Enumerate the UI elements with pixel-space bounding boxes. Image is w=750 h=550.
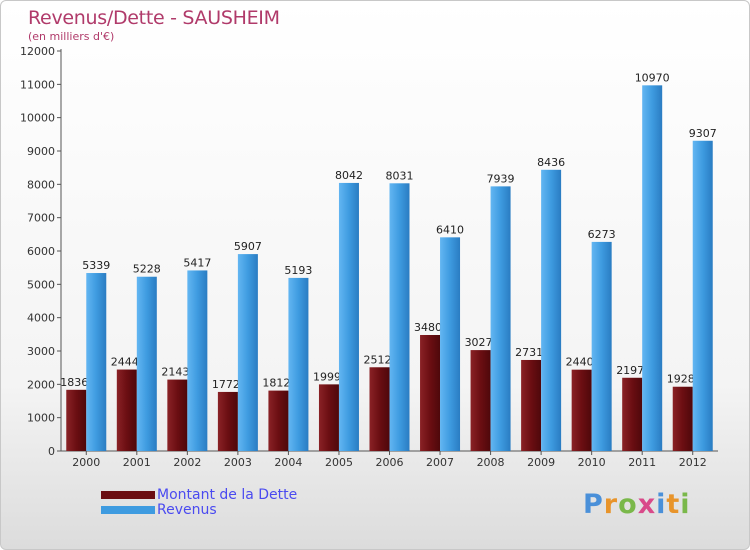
bar-revenus — [440, 237, 461, 451]
bar-dette — [66, 389, 87, 451]
data-label-revenus: 8436 — [537, 156, 565, 169]
y-tick-label: 9000 — [27, 145, 55, 158]
y-tick-label: 3000 — [27, 345, 55, 358]
logo-letter: o — [618, 489, 638, 520]
logo-letter: P — [583, 489, 604, 520]
bar-revenus — [237, 254, 258, 451]
x-tick-label: 2009 — [527, 456, 555, 469]
bar-dette — [268, 390, 289, 451]
x-tick-label: 2007 — [426, 456, 454, 469]
bar-revenus — [692, 140, 713, 451]
data-label-revenus: 8042 — [335, 169, 363, 182]
bar-revenus — [642, 85, 663, 451]
legend-label-dette: Montant de la Dette — [157, 487, 298, 503]
bar-revenus — [389, 183, 410, 452]
data-label-revenus: 5417 — [183, 256, 211, 269]
legend-label-revenus: Revenus — [157, 502, 217, 518]
data-label-dette: 1836 — [60, 376, 88, 389]
data-label-dette: 2512 — [364, 353, 392, 366]
x-tick-label: 2008 — [477, 456, 505, 469]
bar-dette — [318, 384, 339, 451]
data-label-dette: 1928 — [667, 373, 695, 386]
data-label-revenus: 5228 — [133, 263, 161, 276]
x-tick-label: 2000 — [72, 456, 100, 469]
bar-revenus — [136, 276, 157, 451]
bar-revenus — [338, 182, 359, 451]
x-tick-label: 2004 — [274, 456, 302, 469]
bar-dette — [167, 379, 188, 451]
data-label-revenus: 7939 — [487, 172, 515, 185]
x-tick-label: 2012 — [679, 456, 707, 469]
data-label-dette: 1772 — [212, 378, 240, 391]
data-label-revenus: 6410 — [436, 223, 464, 236]
logo-letter: i — [680, 489, 691, 520]
bar-dette — [470, 350, 491, 451]
bar-dette — [521, 359, 542, 451]
chart-subtitle: (en milliers d'€) — [28, 30, 115, 43]
data-label-revenus: 8031 — [386, 169, 414, 182]
bar-dette — [420, 335, 441, 451]
data-label-revenus: 10970 — [635, 71, 670, 84]
y-tick-label: 6000 — [27, 245, 55, 258]
logo-letter: t — [666, 489, 681, 520]
bar-dette — [217, 391, 238, 451]
y-tick-label: 5000 — [27, 278, 55, 291]
data-label-dette: 2197 — [616, 364, 644, 377]
x-tick-label: 2001 — [123, 456, 151, 469]
legend-swatch-revenus — [101, 506, 155, 514]
x-tick-label: 2006 — [376, 456, 404, 469]
x-tick-label: 2011 — [628, 456, 656, 469]
y-tick-label: 0 — [48, 445, 55, 458]
proxiti-logo: Proxiti — [583, 489, 691, 520]
bar-revenus — [591, 241, 612, 451]
y-tick-label: 10000 — [20, 112, 55, 125]
bar-dette — [571, 369, 592, 451]
y-tick-label: 7000 — [27, 212, 55, 225]
x-tick-label: 2010 — [578, 456, 606, 469]
data-label-dette: 1999 — [313, 370, 341, 383]
y-tick-label: 4000 — [27, 312, 55, 325]
data-label-dette: 2731 — [515, 346, 543, 359]
logo-letter: r — [603, 489, 619, 520]
data-label-dette: 3027 — [465, 336, 493, 349]
x-tick-label: 2003 — [224, 456, 252, 469]
logo-letter: x — [637, 489, 657, 520]
x-tick-label: 2005 — [325, 456, 353, 469]
bar-revenus — [187, 270, 208, 451]
data-label-dette: 1812 — [262, 377, 290, 390]
bar-revenus — [288, 277, 309, 451]
bar-dette — [369, 367, 390, 451]
bar-dette — [672, 386, 693, 451]
data-label-dette: 3480 — [414, 321, 442, 334]
bar-revenus — [490, 186, 511, 451]
data-label-revenus: 6273 — [588, 228, 616, 241]
bar-revenus — [86, 273, 107, 451]
data-label-revenus: 5339 — [82, 259, 110, 272]
y-tick-label: 8000 — [27, 178, 55, 191]
chart-title: Revenus/Dette - SAUSHEIM — [28, 7, 280, 29]
data-label-dette: 2143 — [161, 366, 189, 379]
x-tick-label: 2002 — [173, 456, 201, 469]
data-label-revenus: 9307 — [689, 127, 717, 140]
data-label-dette: 2444 — [111, 356, 139, 369]
y-tick-label: 1000 — [27, 412, 55, 425]
y-tick-label: 11000 — [20, 78, 55, 91]
data-label-revenus: 5193 — [284, 264, 312, 277]
bar-dette — [622, 377, 643, 451]
data-label-dette: 2440 — [566, 356, 594, 369]
y-tick-label: 2000 — [27, 378, 55, 391]
bar-dette — [116, 369, 137, 451]
bar-revenus — [541, 169, 562, 452]
legend-swatch-dette — [101, 491, 155, 499]
data-label-revenus: 5907 — [234, 240, 262, 253]
y-tick-label: 12000 — [20, 45, 55, 58]
logo-letter: i — [656, 489, 667, 520]
